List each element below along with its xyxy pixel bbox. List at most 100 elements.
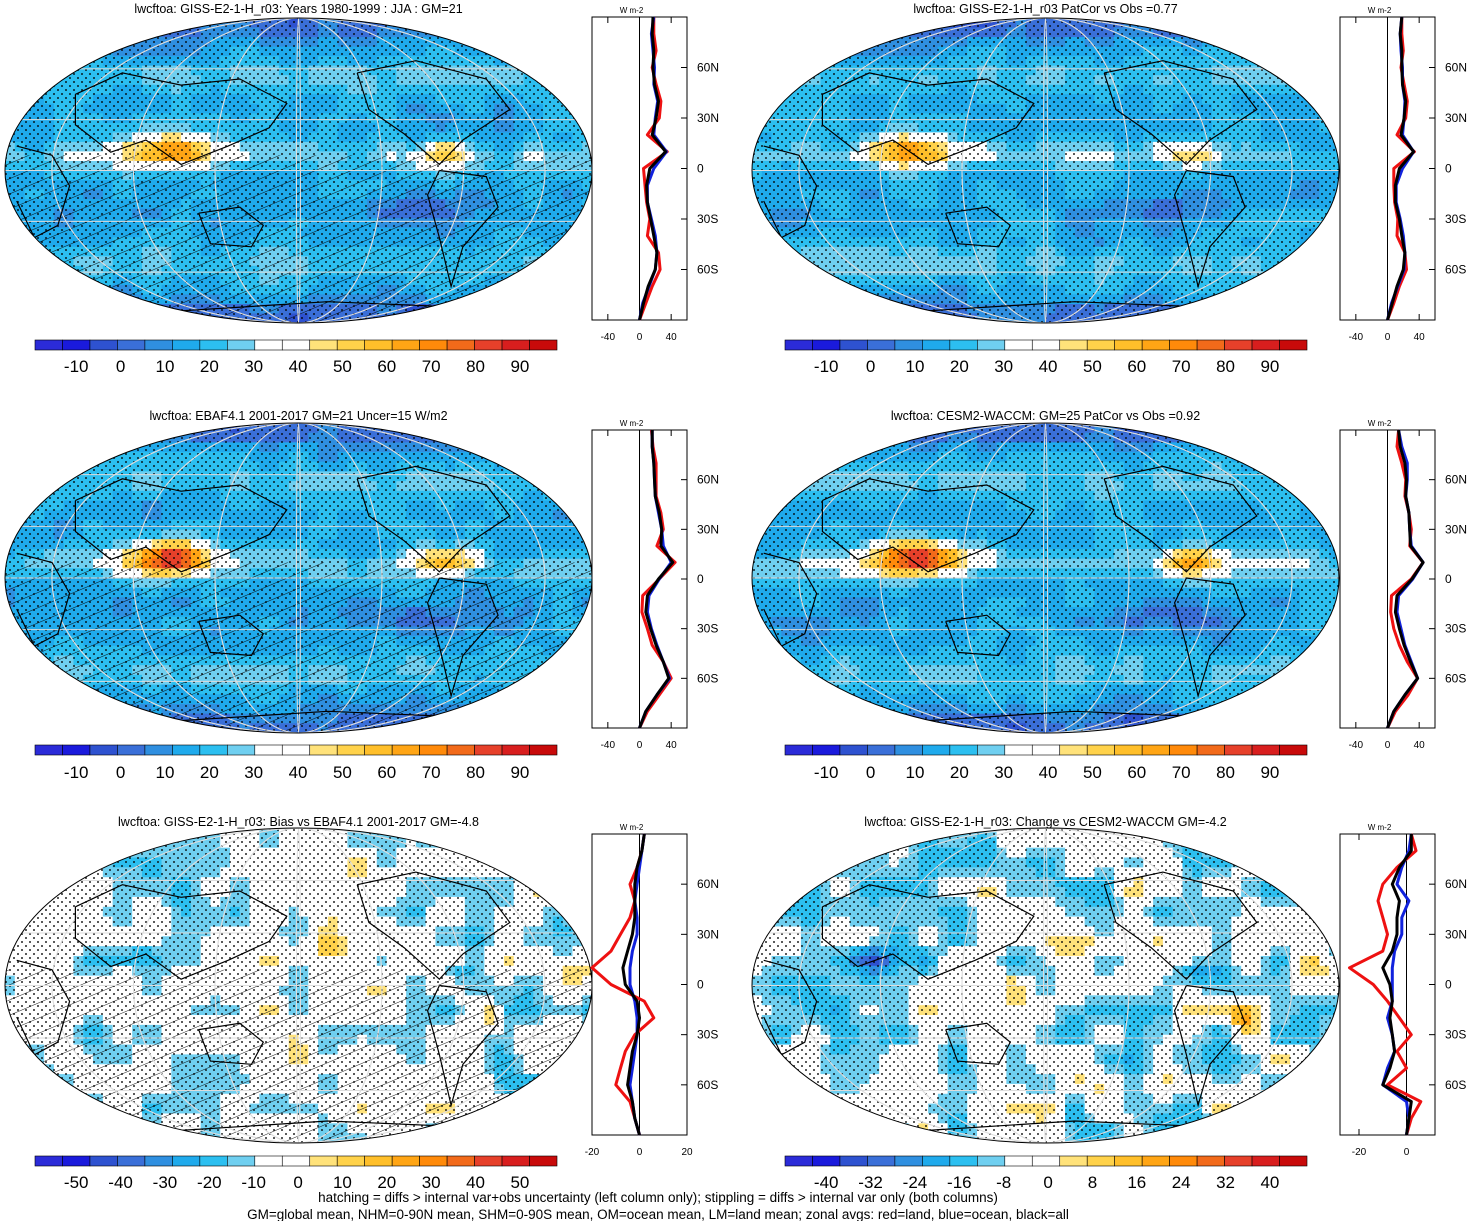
- map-cell: [562, 56, 574, 67]
- map-cell: [24, 256, 35, 267]
- map-cell: [14, 481, 26, 492]
- map-cell: [752, 84, 763, 95]
- map-cell: [34, 313, 45, 323]
- map-cell: [464, 27, 476, 38]
- colorbar-box: [784, 339, 813, 351]
- map-cell: [582, 529, 592, 540]
- zonal-ytick-label: 60N: [697, 61, 719, 75]
- map-cell: [14, 294, 26, 305]
- map-cell: [112, 313, 123, 323]
- map-cell: [761, 284, 773, 296]
- colorbar-box: [1141, 339, 1170, 351]
- map-cell: [141, 18, 153, 29]
- colorbar-tick-label: -10: [64, 357, 89, 376]
- map-cell: [503, 18, 515, 29]
- map-cell: [102, 442, 114, 453]
- map-cell: [791, 46, 802, 57]
- map-cell: [1319, 27, 1330, 38]
- map-cell: [44, 423, 55, 434]
- map-cell: [572, 75, 583, 86]
- map-cell: [44, 265, 55, 276]
- map-cell: [523, 284, 534, 296]
- map-cell: [533, 294, 544, 305]
- map-cell: [1172, 313, 1184, 323]
- map-cell: [820, 46, 831, 57]
- map-cell: [112, 37, 123, 48]
- map-cell: [5, 208, 16, 219]
- map-cell: [141, 432, 153, 443]
- map-cell: [771, 303, 782, 315]
- colorbar-tick-label: 40: [289, 357, 308, 376]
- zonal-ytick-label: 30S: [1445, 212, 1466, 226]
- colorbar-box: [1196, 339, 1225, 351]
- colorbar-box: [309, 339, 338, 351]
- map-cell: [494, 303, 505, 315]
- map-cell: [752, 75, 763, 86]
- map-cell: [791, 284, 802, 296]
- colorbar-box: [62, 339, 91, 351]
- map-cell: [24, 65, 35, 76]
- map-cell: [14, 452, 26, 463]
- map-cell: [5, 519, 16, 531]
- map-cell: [484, 18, 495, 29]
- map-cell: [1280, 313, 1291, 323]
- coastline: [763, 145, 818, 239]
- map-cell: [572, 94, 583, 105]
- map-cell: [1309, 303, 1321, 315]
- map-cell: [83, 294, 94, 305]
- map-cell: [1329, 46, 1339, 57]
- map-cell: [5, 275, 16, 286]
- map-cell: [455, 27, 466, 38]
- map-cell: [24, 490, 35, 502]
- map-cell: [810, 56, 822, 67]
- map-cell: [5, 56, 16, 67]
- map-cell: [102, 294, 114, 305]
- map-cell: [494, 313, 505, 323]
- map-cell: [582, 461, 592, 473]
- map-cell: [1202, 313, 1213, 323]
- map-cell: [44, 313, 55, 323]
- map-cell: [543, 471, 554, 482]
- map-cell: [1260, 284, 1272, 296]
- map-cell: [869, 313, 880, 323]
- map-cell: [14, 265, 26, 276]
- map-cell: [1231, 37, 1242, 48]
- map-cell: [14, 510, 26, 521]
- map-cell: [888, 18, 900, 29]
- map-cell: [552, 313, 564, 323]
- map-cell: [122, 423, 133, 434]
- map-cell: [1280, 265, 1291, 276]
- map-cell: [83, 37, 94, 48]
- map-cell: [484, 432, 495, 443]
- map-cell: [73, 37, 84, 48]
- map-cell: [1309, 75, 1321, 86]
- map-cell: [761, 265, 773, 276]
- colorbar-box: [199, 339, 228, 351]
- map-cell: [14, 471, 26, 482]
- map-cell: [552, 27, 564, 38]
- map-cell: [523, 423, 534, 434]
- graticule-lon: [798, 18, 1293, 323]
- map-cell: [1182, 313, 1193, 323]
- map-cell: [83, 18, 94, 29]
- map-cell: [552, 442, 564, 453]
- zonal-ytick-label: 30N: [1445, 111, 1467, 125]
- colorbar-box: [89, 339, 118, 351]
- colorbar-box: [1169, 339, 1198, 351]
- map-cell: [14, 65, 26, 76]
- map-cell: [445, 27, 456, 38]
- map-cell: [859, 27, 870, 38]
- map-cell: [781, 275, 792, 286]
- map-cell: [849, 303, 861, 315]
- map-cell: [761, 65, 773, 76]
- map-cell: [5, 471, 16, 482]
- map-cell: [543, 432, 554, 443]
- map-cell: [562, 75, 574, 86]
- colorbar-tick-label: 10: [905, 357, 924, 376]
- map-cell: [102, 37, 114, 48]
- map-cell: [503, 303, 515, 315]
- map-cell: [572, 313, 583, 323]
- colorbar-box: [529, 339, 558, 351]
- map-cell: [44, 452, 55, 463]
